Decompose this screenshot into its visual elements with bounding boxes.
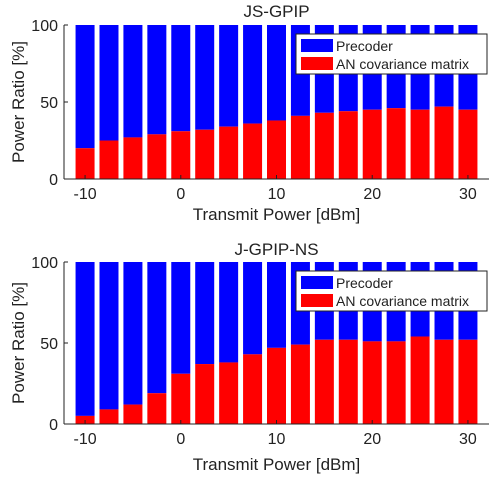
bar-an-covariance <box>243 123 263 179</box>
legend: Precoder AN covariance matrix <box>295 270 488 312</box>
bar-precoder <box>243 25 263 124</box>
y-axis-label: Power Ratio [%] <box>9 282 28 404</box>
chart-title: JS-GPIP <box>243 2 309 21</box>
y-axis-label: Power Ratio [%] <box>9 41 28 163</box>
bar-an-covariance <box>123 404 143 424</box>
bar-an-covariance <box>338 339 358 424</box>
bar-precoder <box>195 25 215 130</box>
legend-label: Precoder <box>336 275 393 291</box>
bar-an-covariance <box>267 120 286 179</box>
bar-precoder <box>99 25 119 141</box>
x-tick-label: 30 <box>459 431 477 448</box>
bar-an-covariance <box>338 111 358 179</box>
legend-swatch <box>301 39 333 52</box>
bar-an-covariance <box>362 341 382 424</box>
bar-an-covariance <box>290 115 310 179</box>
bar-an-covariance <box>410 109 430 179</box>
bar-precoder <box>75 262 95 416</box>
legend: Precoder AN covariance matrix <box>295 33 488 75</box>
bar-an-covariance <box>75 415 95 424</box>
bar-precoder <box>147 25 167 135</box>
bar-an-covariance <box>147 393 167 424</box>
bar-precoder <box>123 262 143 405</box>
bar-an-covariance <box>99 140 119 179</box>
legend-label: AN covariance matrix <box>336 293 469 309</box>
bar-an-covariance <box>290 344 310 424</box>
bar-an-covariance <box>147 134 167 179</box>
x-tick-label: 0 <box>176 431 185 448</box>
bar-precoder <box>171 262 191 374</box>
subplot-2: -10 0 10 20 30 0 50 100 J-GPIP-NS Transmit Power … <box>9 240 489 474</box>
bar-an-covariance <box>219 126 239 179</box>
bar-an-covariance <box>75 148 95 179</box>
bar-an-covariance <box>171 131 191 179</box>
bar-an-covariance <box>243 354 263 424</box>
y-tick-label: 100 <box>31 255 58 272</box>
bar-an-covariance <box>362 109 382 179</box>
y-tick-label: 100 <box>31 18 58 35</box>
bar-precoder <box>243 262 263 355</box>
x-tick-label: 10 <box>268 431 286 448</box>
bar-precoder <box>195 262 215 365</box>
bar-an-covariance <box>458 339 478 424</box>
x-tick-label: 20 <box>363 186 381 203</box>
bar-precoder <box>75 25 95 149</box>
legend-swatch <box>301 294 333 307</box>
y-tick-label: 0 <box>49 172 58 189</box>
x-tick-label: 10 <box>268 186 286 203</box>
x-tick-label: -10 <box>73 186 96 203</box>
bar-an-covariance <box>386 108 406 179</box>
y-tick-label: 50 <box>40 336 58 353</box>
bar-an-covariance <box>434 106 454 179</box>
bar-precoder <box>267 262 286 348</box>
bar-an-covariance <box>219 362 239 424</box>
subplot-1: -10 0 10 20 30 0 50 100 JS-GPIP Transmit Power [d… <box>9 2 489 224</box>
chart-title: J-GPIP-NS <box>234 240 318 259</box>
legend-label: AN covariance matrix <box>336 56 469 72</box>
legend-swatch <box>301 276 333 289</box>
bar-precoder <box>99 262 119 410</box>
x-tick-label: 20 <box>363 431 381 448</box>
bar-an-covariance <box>123 137 143 179</box>
x-tick-label: -10 <box>73 431 96 448</box>
bar-precoder <box>171 25 191 132</box>
legend-swatch <box>301 57 333 70</box>
x-tick-label: 0 <box>176 186 185 203</box>
bar-precoder <box>219 262 239 363</box>
bar-an-covariance <box>314 112 334 179</box>
bar-an-covariance <box>171 373 191 424</box>
x-tick-label: 30 <box>459 186 477 203</box>
bar-precoder <box>123 25 143 138</box>
bar-an-covariance <box>434 339 454 424</box>
bar-an-covariance <box>195 129 215 179</box>
x-axis-label: Transmit Power [dBm] <box>193 205 361 224</box>
y-tick-label: 50 <box>40 95 58 112</box>
legend-label: Precoder <box>336 38 393 54</box>
bar-an-covariance <box>267 347 286 424</box>
bar-an-covariance <box>386 341 406 424</box>
bar-an-covariance <box>195 364 215 424</box>
bar-an-covariance <box>458 109 478 179</box>
y-tick-label: 0 <box>49 417 58 434</box>
bar-precoder <box>147 262 167 394</box>
bar-an-covariance <box>99 409 119 424</box>
bar-an-covariance <box>410 336 430 424</box>
bar-precoder <box>219 25 239 127</box>
x-axis-label: Transmit Power [dBm] <box>193 455 361 474</box>
bar-precoder <box>267 25 286 121</box>
bar-an-covariance <box>314 339 334 424</box>
